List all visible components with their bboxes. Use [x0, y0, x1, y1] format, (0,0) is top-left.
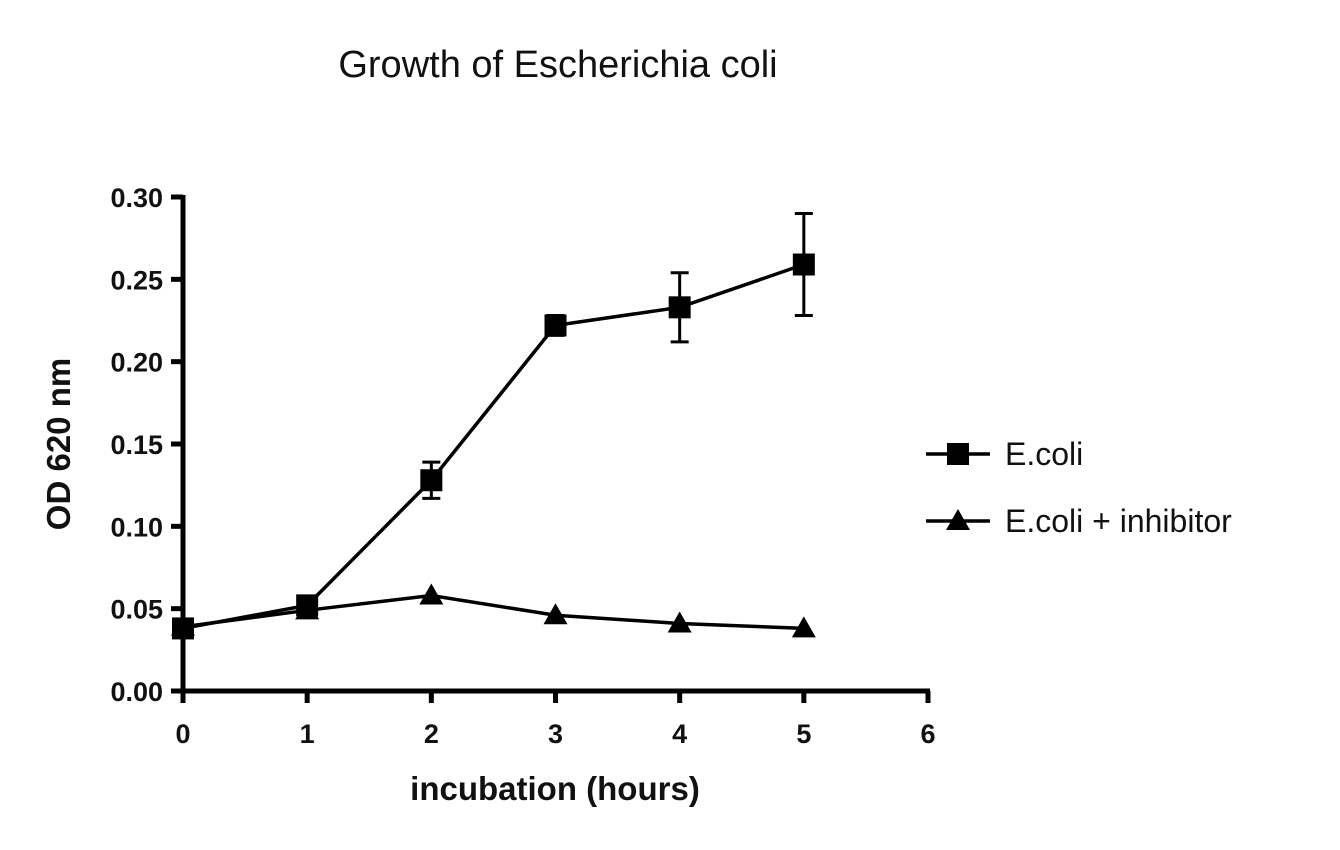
axes: 0.00 0.05 0.10 0.15 0.20 0.25 0.30 0 1 2 3 4 5 6 — [110, 183, 935, 749]
x-tick-label: 1 — [300, 719, 315, 749]
legend-marker-e-coli-inhibitor — [946, 509, 970, 530]
y-tick-label: 0.10 — [110, 512, 163, 542]
data-point-e-coli-inhibitor — [543, 603, 568, 625]
data-point-e-coli — [792, 253, 815, 276]
chart-title: Growth of Escherichia coli — [338, 44, 777, 86]
x-tick-label: 4 — [672, 719, 687, 749]
y-tick-label: 0.00 — [110, 677, 163, 707]
plot-area — [171, 211, 816, 640]
legend-marker-e-coli — [947, 443, 969, 465]
x-tick-label: 2 — [424, 719, 439, 749]
x-tick-label: 6 — [920, 719, 935, 749]
data-point-e-coli-inhibitor — [419, 583, 444, 605]
y-tick-label: 0.20 — [110, 348, 163, 378]
y-tick-label: 0.25 — [110, 265, 163, 295]
x-tick-label: 5 — [796, 719, 811, 749]
series-line-e-coli-inhibitor — [182, 593, 804, 631]
y-tick-label: 0.15 — [110, 430, 163, 460]
data-point-e-coli-inhibitor — [791, 616, 816, 638]
x-axis-label: incubation (hours) — [410, 770, 700, 807]
y-axis-label: OD 620 nm — [40, 358, 77, 530]
y-tick-label: 0.30 — [110, 183, 163, 213]
legend: E.coli E.coli + inhibitor — [926, 436, 1232, 539]
series-line-e-coli — [182, 262, 805, 631]
data-point-e-coli — [668, 296, 691, 319]
data-point-e-coli-inhibitor — [667, 611, 692, 633]
legend-label-e-coli: E.coli — [1005, 436, 1083, 472]
legend-label-e-coli-inhibitor: E.coli + inhibitor — [1005, 503, 1232, 539]
x-tick-label: 3 — [548, 719, 563, 749]
x-tick-label: 0 — [175, 719, 190, 749]
y-tick-label: 0.05 — [110, 595, 163, 625]
data-point-e-coli — [296, 594, 319, 617]
data-point-e-coli — [172, 617, 194, 640]
data-point-e-coli — [544, 314, 567, 337]
data-point-e-coli — [420, 469, 443, 492]
